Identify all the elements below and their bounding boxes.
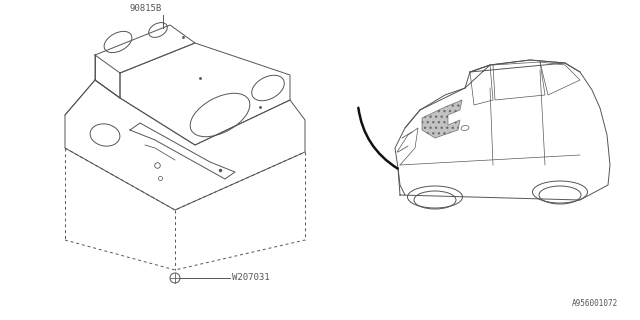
Text: W207031: W207031 <box>232 274 269 283</box>
Polygon shape <box>422 100 462 138</box>
Text: 90815B: 90815B <box>130 4 163 13</box>
Text: A956001072: A956001072 <box>572 299 618 308</box>
